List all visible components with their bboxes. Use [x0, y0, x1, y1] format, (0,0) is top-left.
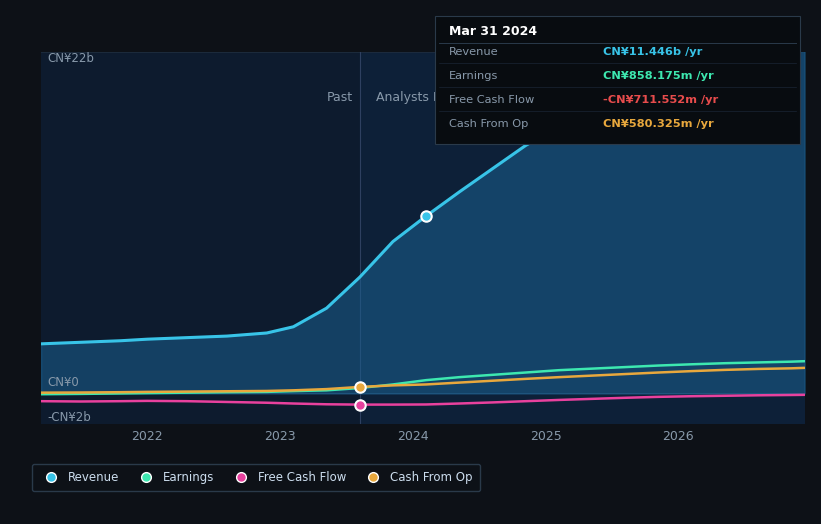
Text: Cash From Op: Cash From Op	[449, 119, 529, 129]
Text: Past: Past	[327, 91, 353, 104]
Text: Earnings: Earnings	[449, 71, 498, 81]
Legend: Revenue, Earnings, Free Cash Flow, Cash From Op: Revenue, Earnings, Free Cash Flow, Cash …	[32, 464, 480, 491]
Text: CN¥0: CN¥0	[48, 376, 80, 389]
Bar	[41, 52, 360, 424]
Text: Mar 31 2024: Mar 31 2024	[449, 25, 537, 38]
Text: Free Cash Flow: Free Cash Flow	[449, 95, 534, 105]
Text: Analysts Forecasts: Analysts Forecasts	[376, 91, 492, 104]
Text: CN¥580.325m /yr: CN¥580.325m /yr	[603, 119, 714, 129]
Text: -CN¥711.552m /yr: -CN¥711.552m /yr	[603, 95, 718, 105]
Text: CN¥858.175m /yr: CN¥858.175m /yr	[603, 71, 714, 81]
Text: Revenue: Revenue	[449, 47, 498, 57]
Bar	[360, 52, 805, 424]
Text: CN¥11.446b /yr: CN¥11.446b /yr	[603, 47, 703, 57]
Text: CN¥22b: CN¥22b	[48, 52, 94, 66]
Text: -CN¥2b: -CN¥2b	[48, 411, 91, 424]
